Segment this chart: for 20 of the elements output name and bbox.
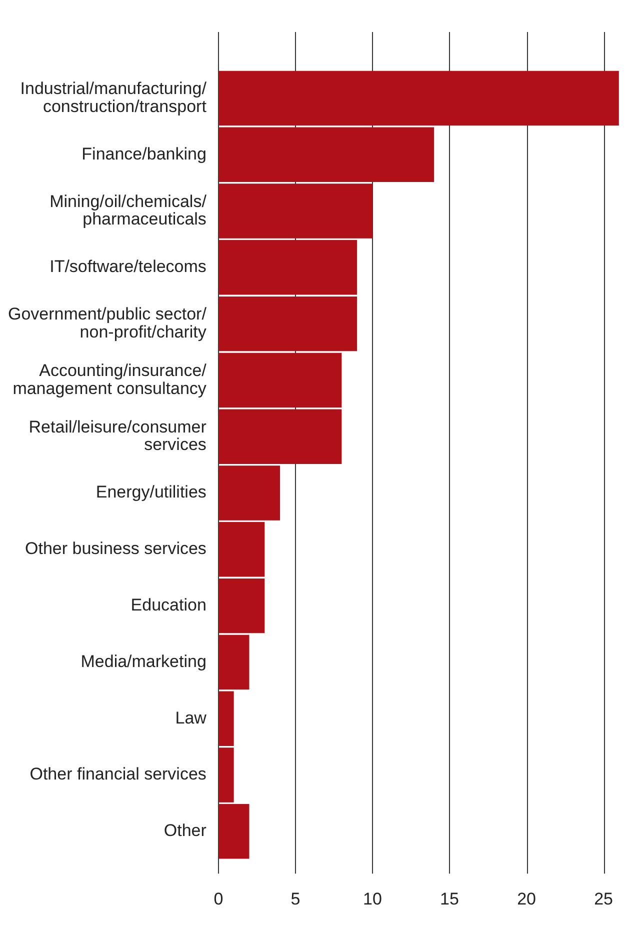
x-tick-label: 15 bbox=[440, 889, 459, 908]
x-tick-label: 5 bbox=[290, 889, 300, 908]
y-tick-label: Mining/oil/chemicals/pharmaceuticals bbox=[50, 192, 207, 229]
y-tick-label: Finance/banking bbox=[82, 144, 206, 164]
x-tick-label: 0 bbox=[214, 889, 224, 908]
y-tick-label: Law bbox=[175, 708, 208, 728]
y-tick-label: Media/marketing bbox=[80, 652, 206, 671]
y-tick-label: Government/public sector/non-profit/charity bbox=[8, 304, 207, 342]
y-tick-label: Other financial services bbox=[30, 764, 206, 784]
y-tick-label: Energy/utilities bbox=[96, 482, 206, 502]
y-tick-label: Other bbox=[164, 821, 207, 840]
y-tick-label: IT/software/telecoms bbox=[50, 257, 206, 276]
y-tick-label: Accounting/insurance/management consultancy bbox=[12, 360, 207, 398]
y-tick-label: Industrial/manufacturing/construction/transport bbox=[20, 78, 207, 116]
x-tick-label: 25 bbox=[594, 889, 614, 908]
y-tick-label: Other business services bbox=[25, 539, 206, 558]
y-tick-label: Education bbox=[130, 595, 206, 614]
y-tick-label: Retail/leisure/consumer services bbox=[28, 417, 207, 454]
x-tick-label: 20 bbox=[517, 889, 536, 908]
x-tick-label: 10 bbox=[363, 889, 382, 908]
